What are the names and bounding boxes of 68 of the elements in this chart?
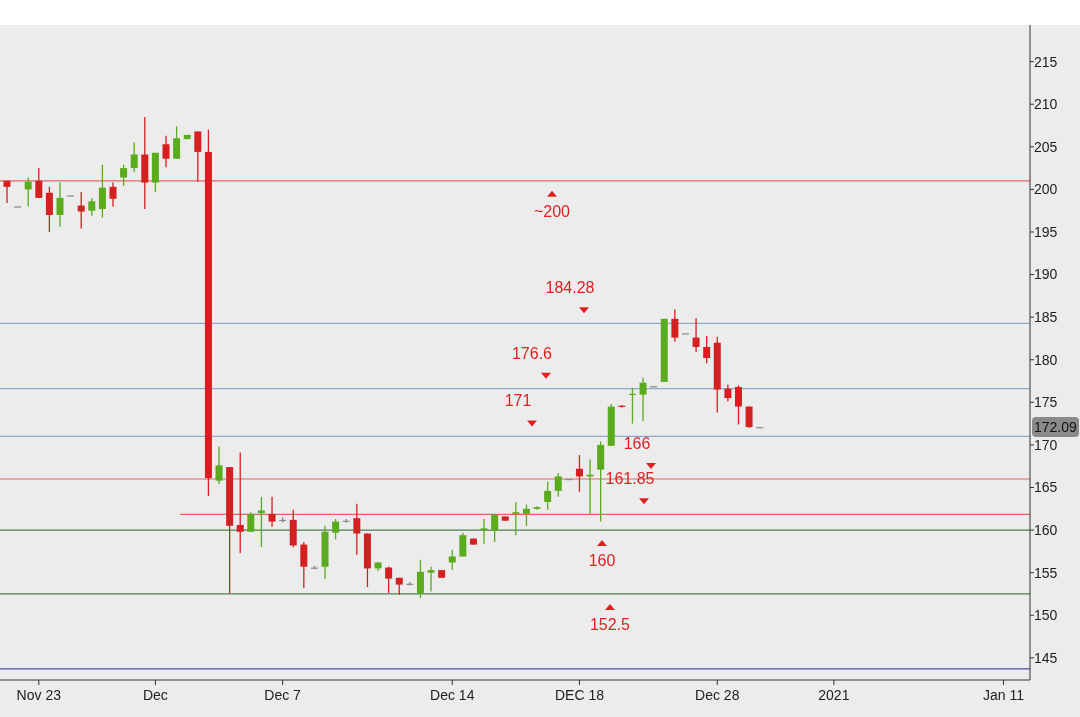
y-tick-label: 190 <box>1034 266 1058 283</box>
text: 172.09 <box>1034 419 1078 436</box>
ref-line-label: 160 <box>588 552 616 570</box>
candlestick <box>544 480 552 511</box>
y-tick-label: 150 <box>1034 607 1058 624</box>
candlestick <box>98 164 106 219</box>
candlestick <box>268 496 276 528</box>
candlestick <box>734 384 742 426</box>
candlestick <box>522 503 530 527</box>
candlestick <box>416 559 424 599</box>
ref-line-label: 171 <box>504 392 532 410</box>
candlestick <box>35 167 43 199</box>
ref-line-label: 184.28 <box>545 279 595 297</box>
candlestick <box>109 181 117 208</box>
candlestick <box>671 308 679 343</box>
candlestick <box>300 541 308 589</box>
y-tick-label: 205 <box>1034 138 1058 155</box>
candlestick <box>173 125 181 160</box>
x-tick-label: Dec 14 <box>430 687 475 703</box>
candlestick <box>45 186 53 233</box>
candlestick <box>491 513 499 543</box>
y-tick-label: 175 <box>1034 394 1058 411</box>
y-tick-label: 215 <box>1034 53 1058 70</box>
y-tick-label: 180 <box>1034 351 1058 368</box>
candlestick <box>639 376 647 422</box>
y-tick-label: 155 <box>1034 564 1058 581</box>
candlestick <box>56 181 64 228</box>
candlestick <box>247 511 255 533</box>
candlestick <box>533 505 541 511</box>
x-tick-label: Jan 11 <box>983 687 1025 703</box>
y-tick-label: 170 <box>1034 436 1058 453</box>
ref-line-label: 152.5 <box>589 615 631 633</box>
y-tick-label: 200 <box>1034 181 1058 198</box>
candlestick <box>162 135 170 168</box>
candlestick <box>692 317 700 353</box>
x-tick-label: DEC 18 <box>554 687 605 703</box>
candlestick <box>575 454 583 493</box>
candlestick <box>236 451 244 554</box>
y-tick-label: 195 <box>1034 223 1058 240</box>
candlestick <box>703 335 711 364</box>
ref-line-label: 176.6 <box>511 344 553 362</box>
x-tick-label: Dec <box>142 687 168 703</box>
y-tick-label: 160 <box>1034 521 1058 538</box>
candlestick <box>554 472 562 498</box>
x-tick-label: 2021 <box>818 687 850 703</box>
candlestick <box>332 518 340 541</box>
x-tick-label: Dec 28 <box>695 687 740 703</box>
y-tick-label: 165 <box>1034 479 1058 496</box>
y-tick-label: 145 <box>1034 649 1058 666</box>
y-tick-label: 185 <box>1034 309 1058 326</box>
candlestick <box>77 191 85 230</box>
candlestick <box>353 503 361 556</box>
ref-line-label: 161.85 <box>605 470 655 488</box>
candlestick <box>120 164 128 187</box>
candlestick <box>385 566 393 594</box>
candlestick <box>130 141 138 173</box>
candlestick <box>512 501 520 536</box>
candlestick <box>194 130 202 183</box>
candlestick <box>24 176 32 208</box>
ref-line-label: 166 <box>623 434 651 452</box>
candlestick <box>215 445 223 485</box>
y-tick-label: 210 <box>1034 96 1058 113</box>
x-tick-label: Nov 23 <box>16 687 62 703</box>
candlestick <box>427 566 435 593</box>
x-tick-label: Dec 7 <box>264 687 302 703</box>
candlestick <box>448 549 456 571</box>
candlestick <box>480 518 488 545</box>
annotation: ~200 <box>533 202 571 220</box>
